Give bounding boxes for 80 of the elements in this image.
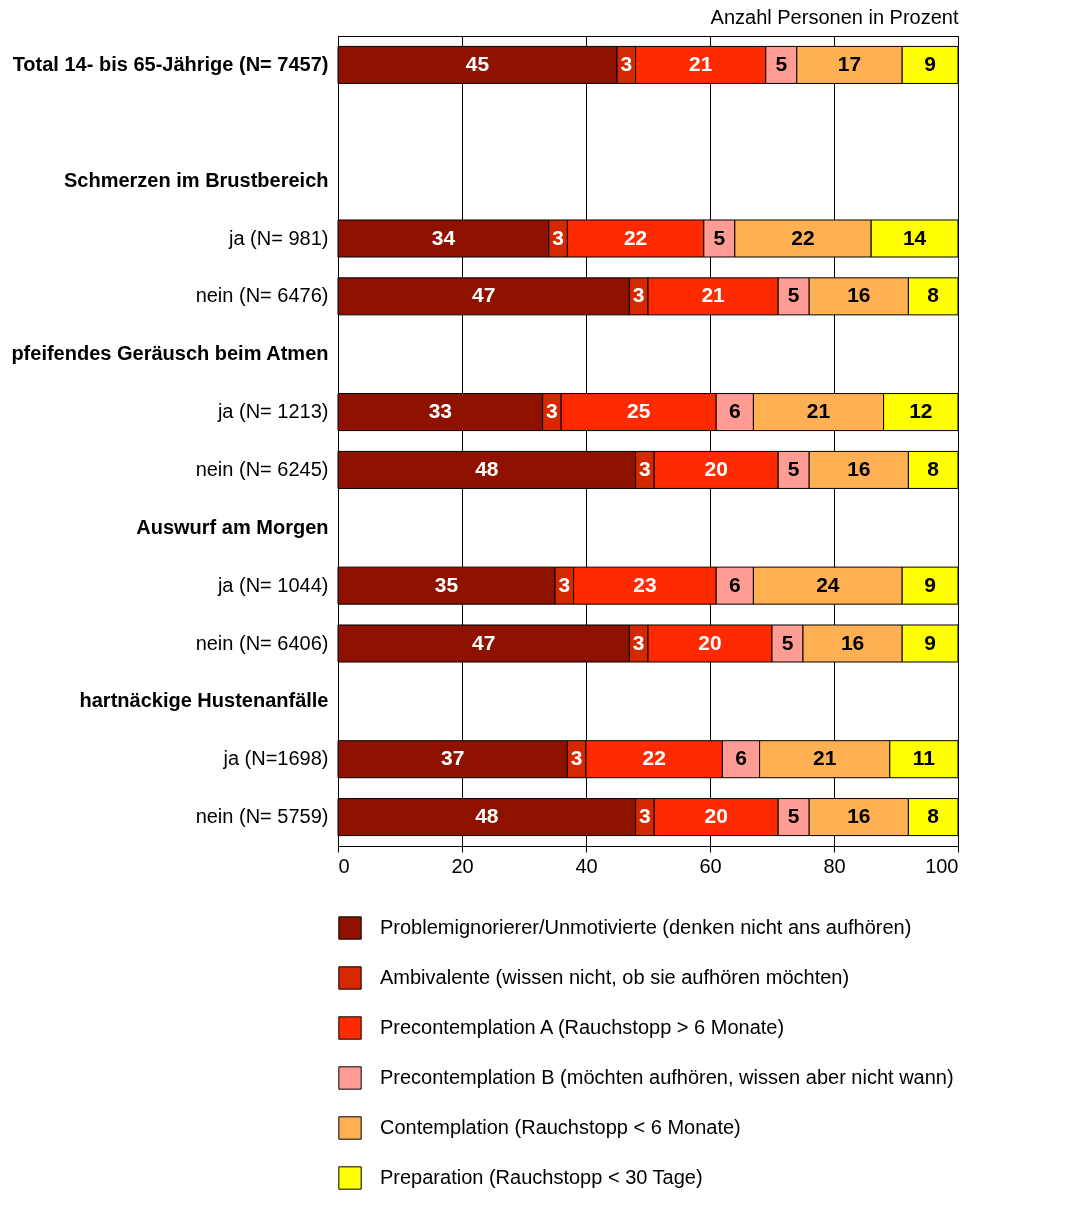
data-label: 21 (806, 399, 831, 423)
legend-label: Precontemplation B (möchten aufhören, wissen aber nicht wann) (380, 1066, 954, 1088)
data-label: 9 (924, 630, 936, 654)
data-label: 48 (475, 456, 499, 480)
y-tick-label: nein (N= 6245) (195, 457, 329, 480)
y-tick-label: nein (N= 6406) (195, 631, 329, 654)
data-label: 35 (434, 572, 459, 596)
x-tick-label: 60 (699, 854, 722, 877)
data-label: 20 (704, 804, 728, 828)
data-label: 16 (847, 283, 871, 307)
data-label: 8 (927, 283, 940, 307)
x-tick-label: 100 (925, 854, 959, 877)
data-label: 5 (781, 630, 794, 654)
data-label: 21 (701, 283, 726, 307)
data-label: 16 (847, 456, 871, 480)
x-tick-label: 40 (575, 854, 598, 877)
y-tick-label: hartnäckige Hustenanfälle (79, 689, 329, 712)
data-label: 47 (472, 283, 496, 307)
data-label: 17 (837, 51, 862, 75)
data-label: 5 (787, 804, 800, 828)
y-tick-label: Schmerzen im Brustbereich (63, 168, 329, 191)
y-tick-label: ja (N=1698) (222, 747, 329, 770)
data-label: 33 (428, 399, 452, 423)
data-label: 20 (698, 630, 722, 654)
data-label: 21 (689, 51, 713, 75)
data-label: 9 (924, 572, 936, 596)
legend-label: Precontemplation A (Rauchstopp > 6 Monate) (380, 1016, 785, 1038)
data-label: 6 (728, 399, 741, 423)
data-label: 45 (465, 51, 490, 75)
data-label: 16 (840, 630, 865, 654)
legend-label: Contemplation (Rauchstopp < 6 Monate) (380, 1116, 741, 1138)
data-label: 3 (558, 572, 571, 596)
data-label: 16 (847, 804, 871, 828)
data-label: 11 (912, 746, 936, 770)
data-label: 9 (924, 51, 936, 75)
data-label: 25 (627, 399, 651, 423)
data-label: 23 (633, 572, 657, 596)
data-label: 5 (775, 51, 788, 75)
data-label: 21 (813, 746, 837, 770)
legend-label: Problemignorierer/Unmotivierte (denken nicht ans aufhören) (380, 916, 912, 938)
data-label: 3 (632, 283, 645, 307)
data-label: 34 (431, 225, 456, 249)
y-tick-label: nein (N= 6476) (195, 284, 329, 307)
data-label: 8 (927, 456, 940, 480)
data-label: 6 (735, 746, 747, 770)
data-label: 48 (475, 804, 499, 828)
legend-label: Ambivalente (wissen nicht, ob sie aufhören möchten) (380, 966, 850, 988)
data-label: 22 (623, 225, 648, 249)
data-label: 24 (816, 572, 840, 596)
data-label: 3 (639, 456, 651, 480)
data-label: 3 (620, 51, 633, 75)
y-tick-label: ja (N= 1044) (216, 573, 329, 596)
y-tick-label: nein (N= 5759) (195, 805, 329, 828)
x-tick-label: 20 (451, 854, 474, 877)
data-label: 3 (632, 630, 645, 654)
x-axis-title: Anzahl Personen in Prozent (710, 6, 959, 28)
data-label: 5 (787, 283, 800, 307)
data-label: 8 (927, 804, 940, 828)
data-label: 6 (728, 572, 741, 596)
data-label: 5 (787, 456, 800, 480)
y-tick-label: Auswurf am Morgen (136, 515, 329, 538)
y-tick-label: Total 14- bis 65-Jährige (N= 7457) (12, 52, 329, 75)
y-tick-label: ja (N= 981) (228, 226, 329, 249)
data-label: 20 (704, 456, 728, 480)
y-tick-label: ja (N= 1213) (216, 400, 329, 423)
data-label: 37 (441, 746, 465, 770)
data-label: 12 (909, 399, 933, 423)
x-tick-label: 80 (823, 854, 846, 877)
data-label: 3 (639, 804, 651, 828)
y-tick-label: pfeifendes Geräusch beim Atmen (11, 342, 329, 365)
data-label: 22 (791, 225, 815, 249)
x-tick-label: 0 (338, 854, 350, 877)
data-label: 3 (552, 225, 564, 249)
legend-label: Preparation (Rauchstopp < 30 Tage) (380, 1166, 703, 1188)
data-label: 3 (546, 399, 558, 423)
data-label: 22 (642, 746, 666, 770)
data-label: 14 (902, 225, 927, 249)
data-label: 3 (570, 746, 583, 770)
data-label: 5 (713, 225, 726, 249)
data-label: 47 (472, 630, 496, 654)
